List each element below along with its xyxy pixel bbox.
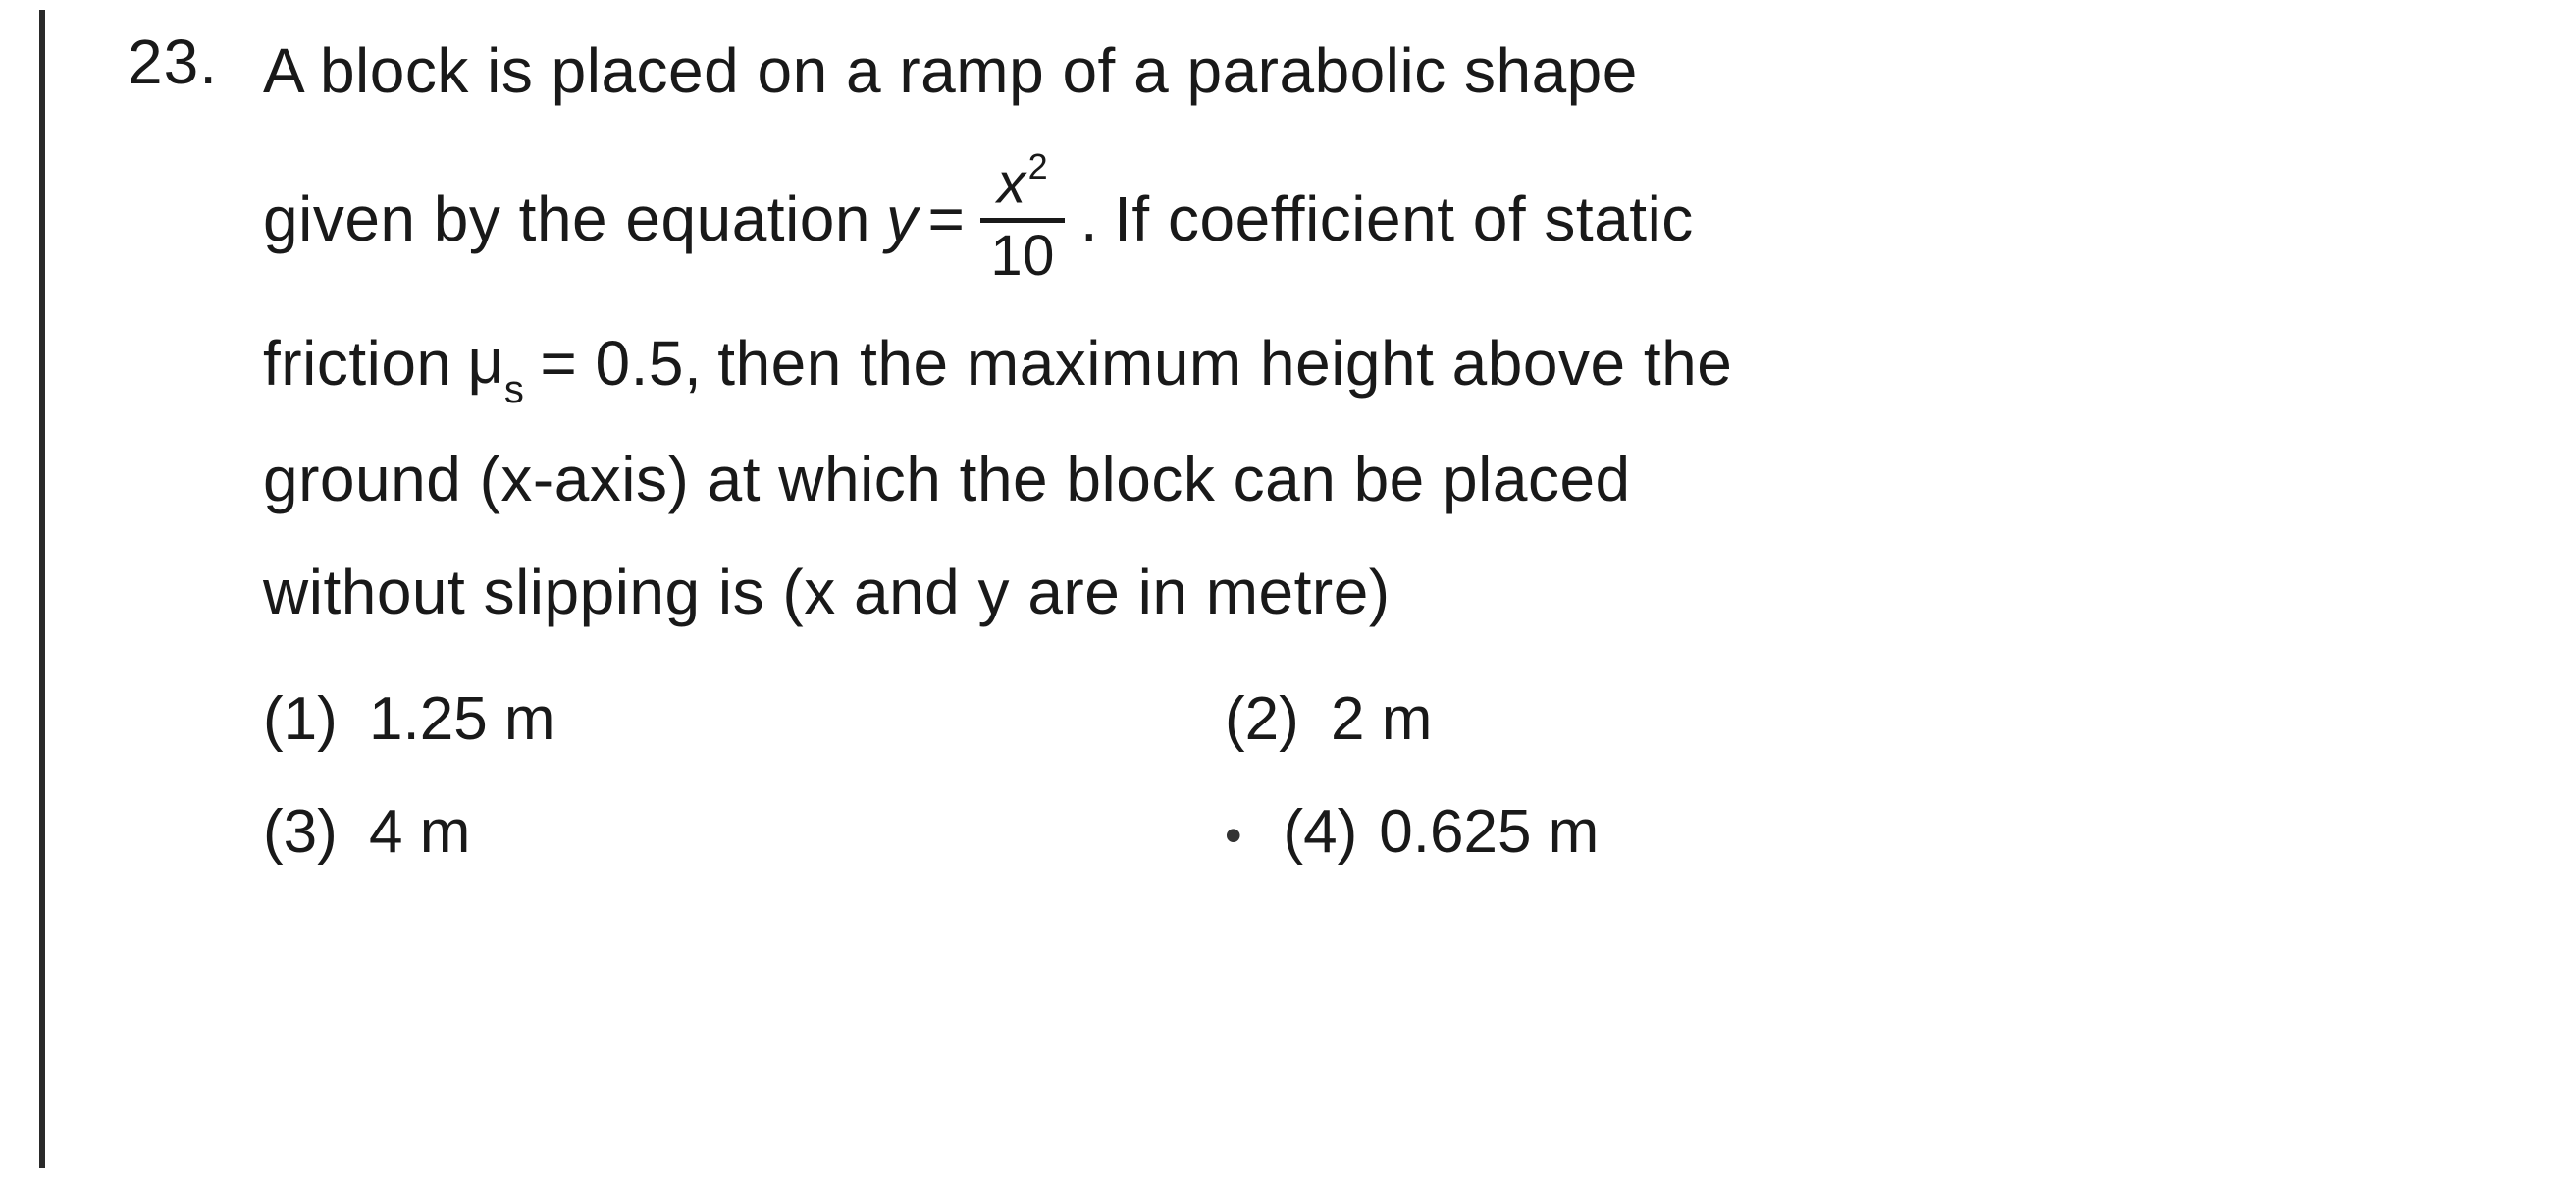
bullet-dot-icon: • (1225, 807, 1242, 864)
line2-prefix: given by the equation (263, 174, 870, 265)
question-line-1: A block is placed on a ramp of a parabol… (263, 26, 2497, 117)
eq-numerator: x2 (987, 152, 1058, 214)
mu-subscript: s (504, 368, 525, 411)
option-3[interactable]: (3) 4 m (263, 797, 970, 867)
question-number: 23. (128, 26, 236, 98)
line2-suffix: If coefficient of static (1114, 174, 1694, 265)
eq-period: . (1080, 174, 1098, 265)
question-line-3: friction μs = 0.5, then the maximum heig… (263, 316, 2497, 412)
option-1[interactable]: (1) 1.25 m (263, 684, 970, 754)
eq-fraction-bar (980, 218, 1065, 223)
question-line-2: given by the equation y = x2 10 . (263, 152, 2497, 287)
option-3-text: 4 m (369, 797, 470, 867)
option-1-text: 1.25 m (369, 684, 555, 754)
option-2-label: (2) (1225, 684, 1309, 754)
option-2[interactable]: (2) 2 m (1225, 684, 1931, 754)
question-page: 23. A block is placed on a ramp of a par… (0, 0, 2576, 1178)
mu-equation: = 0.5, (540, 318, 702, 409)
eq-fraction: x2 10 (980, 152, 1065, 287)
page-left-rule (39, 10, 45, 1168)
question-line-4: ground (x-axis) at which the block can b… (263, 434, 2497, 525)
question-line-5: without slipping is (x and y are in metr… (263, 547, 2497, 638)
eq-y: y (886, 174, 919, 265)
option-4-label: (4) (1284, 797, 1358, 867)
line3-rest: then the maximum height above the (717, 318, 1732, 409)
equation: y = x2 10 . (886, 152, 1098, 287)
option-2-text: 2 m (1331, 684, 1432, 754)
mu-symbol-group: μs (468, 316, 525, 412)
option-4[interactable]: • (4) 0.625 m (1225, 797, 1931, 867)
question-body: A block is placed on a ramp of a parabol… (263, 26, 2497, 867)
eq-num-exp: 2 (1028, 146, 1049, 187)
option-1-label: (1) (263, 684, 347, 754)
eq-denominator: 10 (980, 227, 1065, 287)
option-4-text: 0.625 m (1379, 797, 1599, 867)
question-row: 23. A block is placed on a ramp of a par… (128, 26, 2497, 867)
options-grid: (1) 1.25 m (2) 2 m (3) 4 m • (4) 0.625 (263, 684, 1931, 867)
eq-num-var: x (997, 151, 1026, 215)
question-block: 23. A block is placed on a ramp of a par… (128, 26, 2497, 867)
mu-symbol: μ (468, 326, 504, 397)
eq-equals: = (927, 174, 965, 265)
line3-prefix: friction (263, 318, 452, 409)
option-3-label: (3) (263, 797, 347, 867)
